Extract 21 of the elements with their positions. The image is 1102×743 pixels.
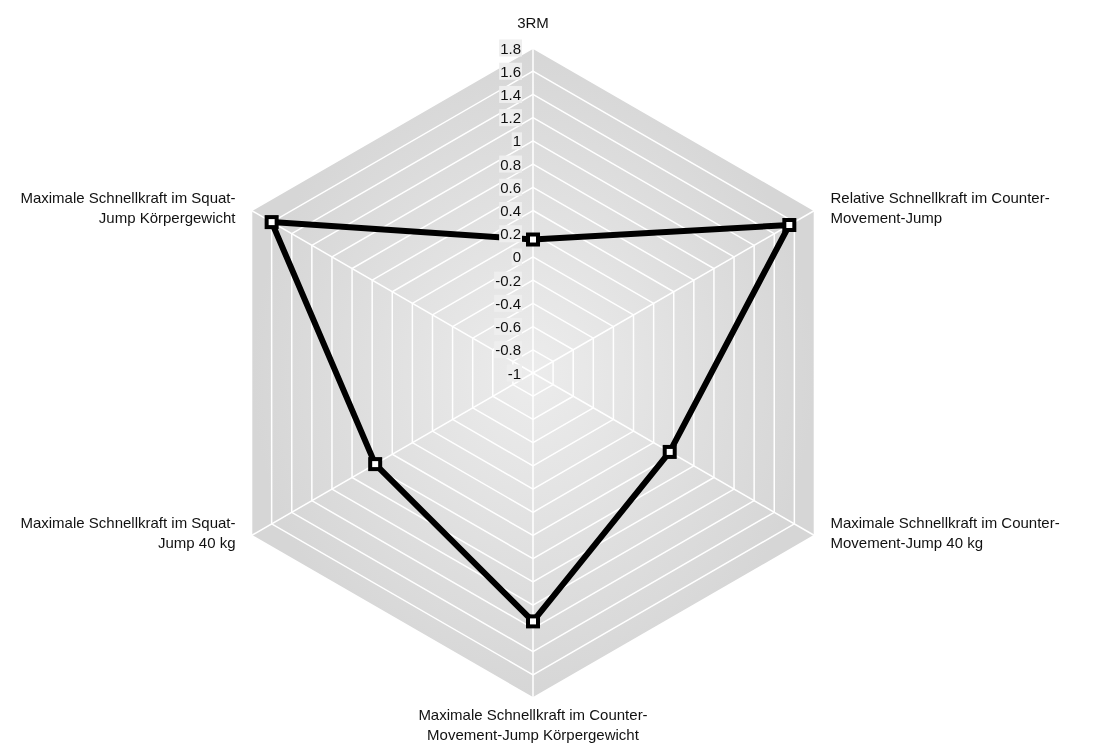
y-tick-label: -0.4 <box>495 294 521 312</box>
spoke-label: Relative Schnellkraft im Counter-Movement-Jump <box>830 188 1050 226</box>
spoke-label: Maximale Schnellkraft im Squat-Jump 40 kg <box>20 513 236 551</box>
y-tick-label: 0.2 <box>500 225 521 243</box>
y-tick-label: 1 <box>512 132 521 150</box>
spoke-label: Maximale Schnellkraft im Counter-Movement-Jump 40 kg <box>830 513 1060 551</box>
y-tick-label: 1.8 <box>500 39 521 57</box>
spoke-label: 3RM <box>517 14 549 31</box>
y-tick-label: -0.6 <box>495 318 521 336</box>
y-tick-label: -0.2 <box>495 271 521 289</box>
y-tick-label: 1.4 <box>500 85 521 103</box>
y-tick-label: -1 <box>507 364 521 382</box>
y-tick-label: 0.8 <box>500 155 521 173</box>
y-tick-label: 0.4 <box>500 202 521 219</box>
y-tick-label: 0 <box>512 248 521 266</box>
y-tick-label: 1.2 <box>500 109 521 127</box>
y-tick-label: 0.6 <box>500 178 521 196</box>
y-tick-label: 1.6 <box>500 62 521 80</box>
y-tick-label: -0.8 <box>495 341 521 359</box>
spoke-label: Maximale Schnellkraft im Counter-Movement-Jump Körpergewicht <box>418 706 648 743</box>
spoke-label: Maximale Schnellkraft im Squat-Jump Körpergewicht <box>20 188 237 226</box>
